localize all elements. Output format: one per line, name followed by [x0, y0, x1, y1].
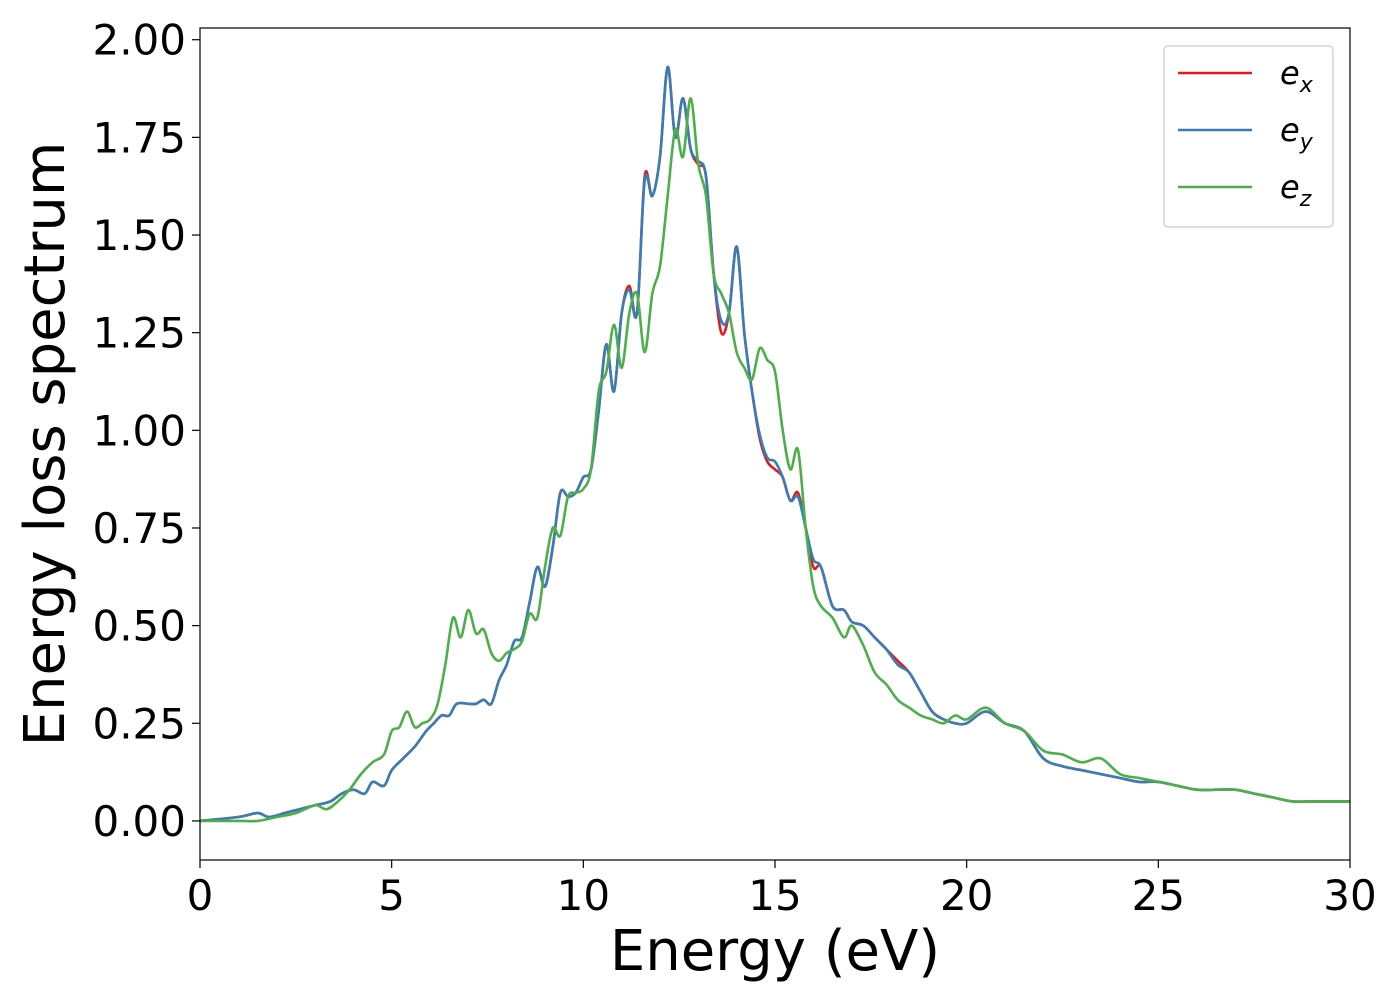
y-tick-label: 2.00: [92, 16, 186, 65]
y-tick-label: 0.00: [92, 797, 186, 846]
x-tick-label: 10: [557, 871, 610, 920]
legend-box: [1163, 45, 1334, 228]
y-tick-label: 1.25: [92, 309, 186, 358]
legend-label-e_x: ex: [1280, 54, 1314, 98]
x-tick-label: 5: [378, 871, 405, 920]
x-tick-label: 25: [1132, 871, 1185, 920]
y-tick-label: 0.75: [92, 504, 186, 553]
x-tick-label: 20: [940, 871, 993, 920]
x-axis-title: Energy (eV): [610, 919, 940, 984]
y-tick-label: 1.50: [92, 211, 186, 260]
y-axis-title: Energy loss spectrum: [13, 142, 78, 747]
legend: ex ey ez: [1163, 45, 1334, 228]
series-layer: [200, 65, 1350, 823]
legend-label-e_y: ey: [1280, 111, 1314, 155]
y-tick-label: 0.50: [92, 602, 186, 651]
series-line-e_z: [200, 96, 1350, 823]
x-tick-label: 0: [187, 871, 214, 920]
x-tick-label: 15: [748, 871, 801, 920]
y-axis: 0.00 0.25 0.50 0.75 1.00 1.25 1.50 1.75 2.00: [92, 16, 200, 846]
legend-label-e_z: ez: [1280, 168, 1312, 212]
y-tick-label: 1.00: [92, 406, 186, 455]
y-tick-label: 0.25: [92, 699, 186, 748]
y-tick-label: 1.75: [92, 113, 186, 162]
x-axis: 0 5 10 15 20 25 30: [187, 860, 1377, 920]
x-tick-label: 30: [1323, 871, 1376, 920]
